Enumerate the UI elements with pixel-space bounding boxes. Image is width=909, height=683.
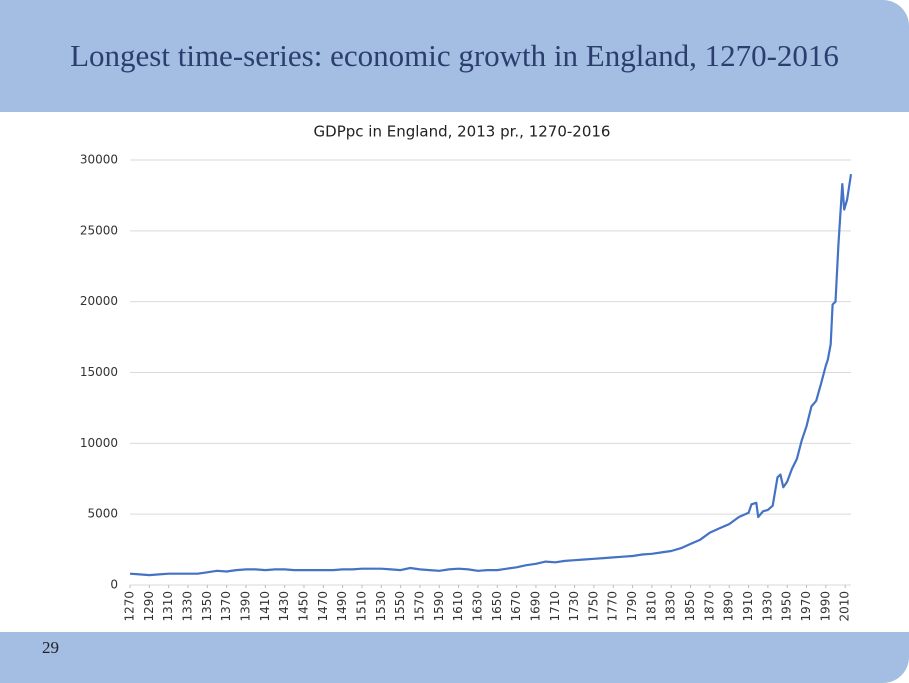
x-tick-label: 1830 [664,591,678,622]
x-tick-label: 1970 [799,591,813,622]
x-tick-label: 1870 [702,591,716,622]
x-tick-label: 1270 [123,591,137,622]
data-line [129,174,853,577]
x-tick-label: 1750 [586,591,600,622]
x-tick-label: 1990 [818,591,832,622]
x-tick-label: 1650 [490,591,504,622]
x-tick-label: 1590 [432,591,446,622]
x-tick-label: 1430 [277,591,291,622]
x-tick-label: 1610 [451,591,465,622]
header: Longest time-series: economic growth in … [0,0,909,112]
x-tick-label: 1810 [644,591,658,622]
y-tick-label: 30000 [80,153,118,167]
x-tick-label: 1570 [412,591,426,622]
y-tick-label: 25000 [80,223,118,237]
x-tick-label: 1390 [238,591,252,622]
x-tick-label: 1690 [528,591,542,622]
x-tick-label: 1510 [354,591,368,622]
x-tick-label: 1410 [258,591,272,622]
x-tick-label: 1670 [509,591,523,622]
y-tick-label: 10000 [80,436,118,450]
x-tick-label: 1930 [760,591,774,622]
y-tick-label: 20000 [80,294,118,308]
x-tick-label: 1370 [219,591,233,622]
x-tick-label: 1770 [606,591,620,622]
x-tick-label: 1730 [567,591,581,622]
x-tick-label: 1950 [780,591,794,622]
x-tick-label: 1350 [200,591,214,622]
x-tick-label: 1530 [374,591,388,622]
x-tick-label: 1450 [296,591,310,622]
x-tick-label: 1910 [741,591,755,622]
x-tick-label: 1470 [316,591,330,622]
chart: GDPpc in England, 2013 pr., 1270-2016 0 5… [68,112,862,632]
page-number: 29 [42,638,59,657]
y-tick-label: 15000 [80,365,118,379]
slide-title: Longest time-series: economic growth in … [70,38,839,73]
y-tick-label: 5000 [87,507,118,521]
chart-title: GDPpc in England, 2013 pr., 1270-2016 [314,123,611,141]
x-tick-label: 1630 [470,591,484,622]
y-tick-label: 0 [110,578,118,592]
footer [0,632,909,683]
x-tick-label: 1290 [142,591,156,622]
x-tick-label: 1490 [335,591,349,622]
x-tick-label: 1330 [180,591,194,622]
x-tick-label: 1310 [161,591,175,622]
x-tick-label: 1550 [393,591,407,622]
x-tick-label: 2010 [838,591,852,622]
x-tick-label: 1850 [683,591,697,622]
x-tick-label: 1790 [625,591,639,622]
x-tick-label: 1710 [548,591,562,622]
x-tick-label: 1890 [722,591,736,622]
